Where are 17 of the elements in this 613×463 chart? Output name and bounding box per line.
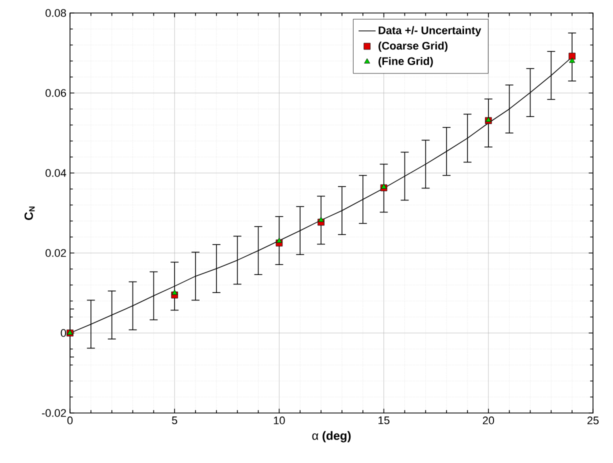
- legend-label: (Fine Grid): [378, 56, 433, 68]
- y-tick-label: 0: [60, 329, 66, 337]
- y-tick-label: 0.06: [46, 89, 66, 97]
- x-tick-label: 20: [482, 416, 494, 424]
- y-tick-label: 0.02: [46, 249, 66, 257]
- y-tick-label: 0.04: [46, 169, 66, 177]
- x-tick-label: 0: [67, 416, 73, 424]
- x-tick-label: 10: [274, 416, 285, 424]
- legend-label: (Coarse Grid): [378, 42, 448, 52]
- y-tick-label: -0.02: [42, 409, 66, 417]
- x-tick-label: 5: [172, 416, 178, 424]
- legend-label: Data +/- Uncertainty: [378, 26, 482, 36]
- x-axis-title: α (deg): [312, 431, 351, 442]
- x-tick-label: 15: [378, 416, 390, 424]
- y-tick-label: 0.08: [46, 9, 66, 17]
- text: C$_{N}$: [24, 206, 35, 220]
- x-tick-label: 25: [587, 416, 599, 424]
